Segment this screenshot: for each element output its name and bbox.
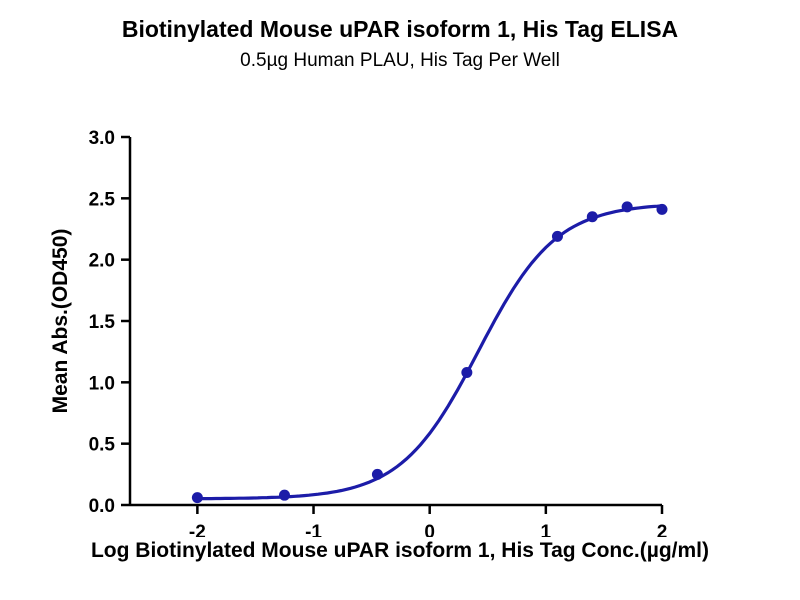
y-tick-label: 2.5 xyxy=(89,189,116,210)
data-point xyxy=(656,203,668,215)
y-axis-label: Mean Abs.(OD450) xyxy=(49,228,72,414)
data-point xyxy=(278,489,290,501)
y-tick-label: 0.5 xyxy=(89,435,116,456)
y-tick-label: 1.0 xyxy=(89,373,115,394)
x-tick-label: 0 xyxy=(424,522,435,537)
chart-title: Biotinylated Mouse uPAR isoform 1, His T… xyxy=(121,16,679,42)
x-tick-label: -2 xyxy=(189,522,206,537)
chart-svg: -2 -1 0 1 2 0.0 0.5 1.0 1.5 2.0 2.5 3.0 xyxy=(89,128,668,543)
y-tick-label: 3.0 xyxy=(89,128,115,149)
data-point xyxy=(551,230,563,242)
data-point xyxy=(621,201,633,213)
fit-curve xyxy=(195,204,664,501)
data-point xyxy=(191,492,203,504)
data-point xyxy=(461,367,473,379)
x-tick-label: 1 xyxy=(541,522,552,537)
y-tick-label: 1.5 xyxy=(89,312,116,333)
chart-subtitle: 0.5µg Human PLAU, His Tag Per Well xyxy=(240,50,560,71)
x-tick-label: 2 xyxy=(657,522,668,537)
plot-area: Mean Abs.(OD450) -2 -1 0 1 2 0.0 0.5 1.0 1.5 2.0 2… xyxy=(0,92,800,543)
x-axis-label: Log Biotinylated Mouse uPAR isoform 1, H… xyxy=(90,539,709,562)
y-tick-label: 2.0 xyxy=(89,251,115,272)
data-point xyxy=(586,211,598,223)
x-tick-label: -1 xyxy=(305,522,322,537)
y-tick-label: 0.0 xyxy=(89,496,115,517)
data-point xyxy=(371,468,383,480)
